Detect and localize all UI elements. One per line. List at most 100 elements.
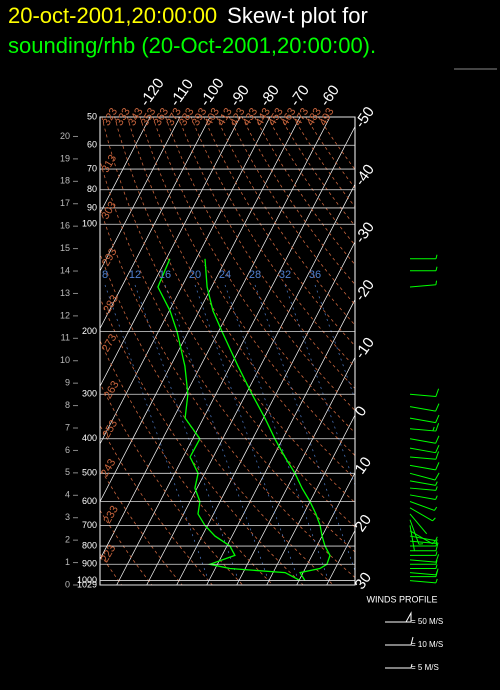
y-tick-label: 500 bbox=[82, 468, 97, 478]
wind-barb bbox=[409, 507, 436, 522]
wind-barb bbox=[409, 525, 416, 552]
wind-barb bbox=[409, 486, 438, 491]
wind-profile-title: WINDS PROFILE bbox=[366, 594, 437, 604]
height-tick-label: 0 bbox=[65, 579, 70, 589]
dry-adiabat-label: 493 bbox=[317, 106, 337, 128]
y-tick-label: 1000 bbox=[77, 575, 97, 585]
wind-barb bbox=[410, 254, 438, 260]
isotherm bbox=[100, 117, 241, 387]
height-tick-label: 10 bbox=[60, 355, 70, 365]
wind-barb bbox=[410, 266, 438, 272]
height-tick-label: 19 bbox=[60, 153, 70, 163]
height-tick-label: 11 bbox=[61, 333, 70, 343]
mixing-ratio-line bbox=[194, 284, 301, 585]
wind-barb bbox=[410, 564, 438, 570]
wind-barb bbox=[409, 435, 440, 444]
wind-barb bbox=[409, 423, 440, 432]
height-tick-label: 12 bbox=[60, 310, 70, 320]
wind-barb bbox=[409, 539, 438, 544]
isotherm bbox=[206, 298, 355, 585]
isotherm bbox=[100, 117, 181, 272]
isotherm-label: 20 bbox=[352, 512, 375, 535]
isotherm-label: -90 bbox=[227, 82, 253, 110]
dry-adiabat-label: 233 bbox=[101, 504, 121, 526]
isotherm-label: -80 bbox=[257, 82, 283, 110]
dry-adiabat bbox=[190, 117, 355, 368]
wind-barb bbox=[409, 280, 438, 288]
wind-barb bbox=[409, 501, 438, 511]
y-tick-label: 70 bbox=[87, 163, 97, 173]
isotherm-label: -120 bbox=[137, 75, 168, 109]
dry-adiabat bbox=[100, 339, 274, 585]
height-tick-label: 20 bbox=[60, 131, 70, 141]
isotherm-label: 10 bbox=[352, 454, 375, 477]
dry-adiabat bbox=[100, 382, 243, 585]
chart-title: 20-oct-2001,20:00:00 Skew-t plot for bbox=[8, 3, 368, 28]
dry-adiabat bbox=[100, 509, 153, 585]
chart-subtitle: sounding/rhb (20-Oct-2001,20:00:00). bbox=[8, 33, 376, 58]
wind-barb bbox=[409, 388, 440, 398]
height-tick-label: 15 bbox=[60, 243, 70, 253]
legend-label: = 10 M/S bbox=[411, 640, 443, 649]
dry-adiabat-label: 313 bbox=[100, 153, 120, 175]
mixing-ratio-label: 36 bbox=[309, 269, 321, 281]
title-date: 20-oct-2001,20:00:00 bbox=[8, 3, 217, 28]
mixing-ratio-label: 8 bbox=[102, 269, 108, 281]
legend-label: = 5 M/S bbox=[411, 663, 439, 672]
wind-barb bbox=[409, 494, 438, 500]
dry-adiabat bbox=[254, 117, 355, 266]
isotherm bbox=[100, 117, 151, 214]
height-tick-label: 1 bbox=[65, 557, 70, 567]
dry-adiabat bbox=[267, 117, 355, 246]
y-tick-label: 700 bbox=[82, 520, 97, 530]
isotherm-label: -70 bbox=[287, 82, 313, 110]
dry-adiabat bbox=[177, 117, 355, 390]
wind-barb bbox=[410, 568, 439, 578]
wind-barb bbox=[409, 444, 440, 454]
dry-adiabat bbox=[305, 117, 355, 189]
isotherm-label: -100 bbox=[197, 75, 228, 109]
height-tick-label: 14 bbox=[60, 265, 70, 275]
wind-barb bbox=[409, 570, 438, 576]
y-tick-label: 900 bbox=[82, 559, 97, 569]
legend-barb bbox=[385, 636, 414, 646]
wind-barb bbox=[409, 519, 424, 545]
wind-barb bbox=[410, 541, 438, 547]
mixing-ratio-label: 24 bbox=[219, 269, 231, 281]
isotherm bbox=[100, 117, 301, 503]
isotherm-label: -110 bbox=[167, 76, 198, 109]
height-tick-label: 13 bbox=[60, 288, 70, 298]
dry-adiabat bbox=[100, 159, 355, 553]
wind-barb bbox=[409, 513, 428, 535]
isotherm bbox=[100, 117, 331, 561]
wind-barb bbox=[409, 472, 440, 481]
isotherm bbox=[146, 183, 355, 585]
legend-barb bbox=[385, 611, 412, 623]
wind-barb bbox=[409, 578, 438, 584]
wind-barb bbox=[410, 560, 438, 565]
y-tick-label: 90 bbox=[87, 202, 97, 212]
dry-adiabat bbox=[114, 117, 355, 504]
dry-adiabat-label: 303 bbox=[99, 200, 119, 222]
wind-barb bbox=[409, 462, 440, 471]
isotherm-label: 30 bbox=[352, 569, 375, 592]
y-tick-label: 60 bbox=[87, 140, 97, 150]
mixing-ratio-line bbox=[104, 284, 211, 585]
isotherm-label: -40 bbox=[352, 161, 378, 189]
mixing-ratio-label: 32 bbox=[279, 269, 291, 281]
isotherm-label: 0 bbox=[352, 403, 371, 420]
dry-adiabat bbox=[279, 117, 355, 227]
height-tick-label: 18 bbox=[60, 176, 70, 186]
isotherm bbox=[116, 125, 355, 585]
dry-adiabat bbox=[139, 117, 355, 457]
dry-adiabat bbox=[165, 117, 355, 411]
dry-adiabat bbox=[152, 117, 355, 434]
dry-adiabat bbox=[100, 252, 334, 585]
mixing-ratio-line bbox=[164, 284, 271, 585]
y-tick-label: 80 bbox=[87, 184, 97, 194]
wind-barb bbox=[409, 535, 438, 542]
dry-adiabat bbox=[292, 117, 355, 208]
wind-barb bbox=[409, 451, 440, 460]
wind-barb bbox=[409, 403, 440, 412]
